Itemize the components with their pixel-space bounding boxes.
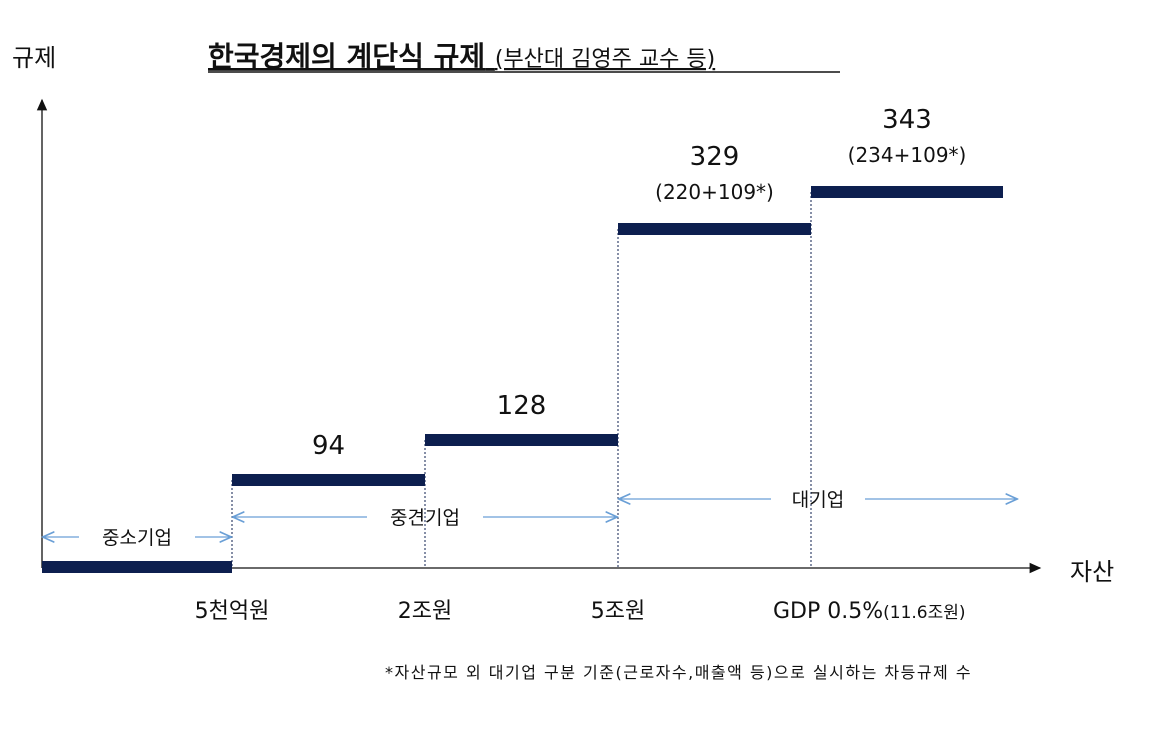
step-value-label: 94 bbox=[312, 431, 345, 461]
y-axis-label: 규제 bbox=[12, 44, 56, 72]
step-bar bbox=[42, 561, 232, 573]
tick-label: 5조원 bbox=[591, 599, 645, 624]
chart-title: 한국경제의 계단식 규제 (부산대 김영주 교수 등) bbox=[208, 40, 715, 73]
step-bar bbox=[618, 223, 811, 235]
tick-label-sub: (11.6조원) bbox=[883, 603, 965, 623]
footnote: *자산규모 외 대기업 구분 기준(근로자수,매출액 등)으로 실시하는 차등규… bbox=[385, 663, 972, 682]
step-bar bbox=[425, 434, 618, 446]
step-sublabel: (220+109*) bbox=[655, 180, 774, 204]
step-bar bbox=[232, 474, 425, 486]
tick-label-main: GDP 0.5% bbox=[773, 599, 883, 624]
range-label: 중견기업 bbox=[390, 507, 460, 529]
tick-label: 2조원 bbox=[398, 599, 452, 624]
step-value-label: 343 bbox=[882, 105, 932, 135]
range-label: 대기업 bbox=[792, 489, 844, 511]
title-sub: (부산대 김영주 교수 등) bbox=[495, 47, 715, 72]
x-axis-label: 자산 bbox=[1070, 558, 1114, 586]
step-bar bbox=[811, 186, 1003, 198]
tick-label: 5천억원 bbox=[195, 599, 270, 624]
title-main: 한국경제의 계단식 규제 bbox=[208, 40, 485, 73]
range-label: 중소기업 bbox=[102, 527, 172, 549]
step-sublabel: (234+109*) bbox=[848, 143, 967, 167]
step-value-label: 128 bbox=[497, 391, 547, 421]
tick-label: GDP 0.5%(11.6조원) bbox=[773, 599, 966, 624]
step-value-label: 329 bbox=[690, 142, 740, 172]
